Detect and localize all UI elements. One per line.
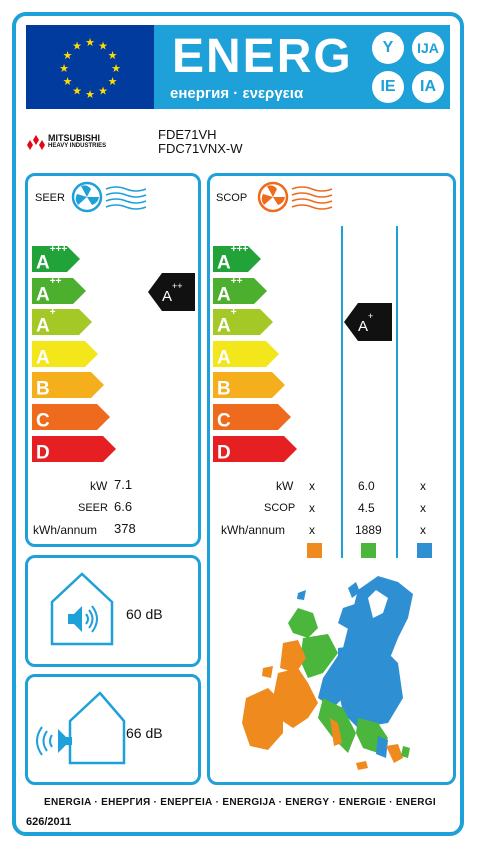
regulation-number: 626/2011 bbox=[26, 816, 72, 828]
scop-class-bar: A++ bbox=[213, 278, 267, 304]
svg-text:★: ★ bbox=[98, 85, 108, 98]
seer-row-value: 6.6 bbox=[114, 499, 133, 514]
model-indoor: FDE71VH bbox=[158, 127, 217, 142]
scop-warm-value: x bbox=[420, 523, 426, 537]
scop-cold-value: x bbox=[309, 523, 315, 537]
scop-class-bar: C bbox=[213, 404, 291, 430]
fan-cooling-icon bbox=[71, 181, 147, 213]
scop-class-bar: D bbox=[213, 436, 297, 462]
svg-text:★: ★ bbox=[108, 75, 118, 88]
seer-class-bar: A++ bbox=[32, 278, 86, 304]
scop-class-bar: B bbox=[213, 372, 285, 398]
scop-row-label: SCOP bbox=[264, 502, 296, 514]
outdoor-speaker-icon bbox=[36, 691, 126, 765]
seer-row-label: kWh/annum bbox=[33, 523, 98, 537]
seer-class-bar: B bbox=[32, 372, 104, 398]
footer-languages: ENERGIA · ЕНЕРГИЯ · ΕΝΕΡΓΕΙΑ · ENERGIJA … bbox=[44, 797, 436, 808]
indoor-noise-value: 60 dB bbox=[126, 606, 163, 622]
suffix-circle-ija: IJA bbox=[412, 32, 444, 64]
scop-average-value: 1889 bbox=[355, 523, 382, 537]
scop-warm-value: x bbox=[420, 479, 426, 493]
svg-text:★: ★ bbox=[111, 62, 121, 75]
seer-class-bar: A+ bbox=[32, 309, 92, 335]
zone-average-swatch bbox=[361, 543, 376, 558]
scop-column-divider bbox=[396, 226, 398, 558]
outdoor-noise-panel: 66 dB bbox=[25, 674, 201, 785]
scop-cold-value: x bbox=[309, 501, 315, 515]
scop-panel: SCOP bbox=[207, 173, 456, 785]
svg-text:★: ★ bbox=[63, 75, 73, 88]
zone-warmer-swatch bbox=[417, 543, 432, 558]
eu-flag-icon: ★ ★ ★ ★ ★ ★ ★ ★ ★ ★ ★ ★ bbox=[26, 25, 154, 109]
brand-name: MITSUBISHI bbox=[48, 133, 101, 143]
label-frame bbox=[12, 12, 464, 836]
mitsubishi-diamonds-icon bbox=[27, 135, 45, 150]
brand-subname: HEAVY INDUSTRIES bbox=[48, 143, 107, 149]
suffix-circle-ia: IA bbox=[412, 71, 444, 103]
scop-row-label: kW bbox=[276, 479, 294, 493]
seer-row-label: kW bbox=[90, 479, 108, 493]
header: ★ ★ ★ ★ ★ ★ ★ ★ ★ ★ ★ ★ ENERG енергия · … bbox=[26, 25, 450, 111]
scop-average-value: 4.5 bbox=[358, 501, 375, 515]
scop-cold-value: x bbox=[309, 479, 315, 493]
fan-heating-icon bbox=[257, 181, 333, 213]
svg-text:★: ★ bbox=[59, 62, 69, 75]
seer-class-bar: D bbox=[32, 436, 116, 462]
brand-logo: MITSUBISHI HEAVY INDUSTRIES bbox=[26, 131, 142, 157]
suffix-circle-ie: IE bbox=[372, 71, 404, 103]
seer-row-label: SEER bbox=[78, 502, 108, 514]
seer-panel: SEER bbox=[25, 173, 201, 547]
model-outdoor: FDC71VNX-W bbox=[158, 141, 243, 156]
scop-warm-value: x bbox=[420, 501, 426, 515]
zone-colder-swatch bbox=[307, 543, 322, 558]
svg-text:★: ★ bbox=[85, 36, 95, 49]
seer-row-value: 378 bbox=[114, 521, 136, 536]
europe-climate-map-icon bbox=[242, 576, 413, 770]
seer-row-value: 7.1 bbox=[114, 477, 133, 492]
svg-text:★: ★ bbox=[72, 85, 82, 98]
energy-title: ENERG bbox=[172, 30, 353, 83]
indoor-speaker-icon bbox=[50, 572, 114, 646]
energy-subtitle: енергия · ενεργεια bbox=[170, 85, 304, 102]
seer-class-bar: A bbox=[32, 341, 98, 367]
energy-banner: ENERG енергия · ενεργεια Y IJA IE IA bbox=[154, 25, 450, 109]
scop-label: SCOP bbox=[216, 192, 248, 204]
scop-average-value: 6.0 bbox=[358, 479, 375, 493]
svg-text:★: ★ bbox=[72, 40, 82, 53]
scop-class-bar: A bbox=[213, 341, 279, 367]
outdoor-noise-value: 66 dB bbox=[126, 725, 163, 741]
seer-label: SEER bbox=[35, 192, 65, 204]
scop-class-bar: A+ bbox=[213, 309, 273, 335]
svg-text:★: ★ bbox=[85, 88, 95, 101]
svg-text:★: ★ bbox=[108, 49, 118, 62]
scop-row-label: kWh/annum bbox=[221, 523, 286, 537]
svg-text:★: ★ bbox=[98, 40, 108, 53]
svg-text:★: ★ bbox=[63, 49, 73, 62]
indoor-noise-panel: 60 dB bbox=[25, 555, 201, 667]
suffix-circle-y: Y bbox=[372, 32, 404, 64]
seer-class-bar: C bbox=[32, 404, 110, 430]
scop-column-divider bbox=[341, 226, 343, 558]
